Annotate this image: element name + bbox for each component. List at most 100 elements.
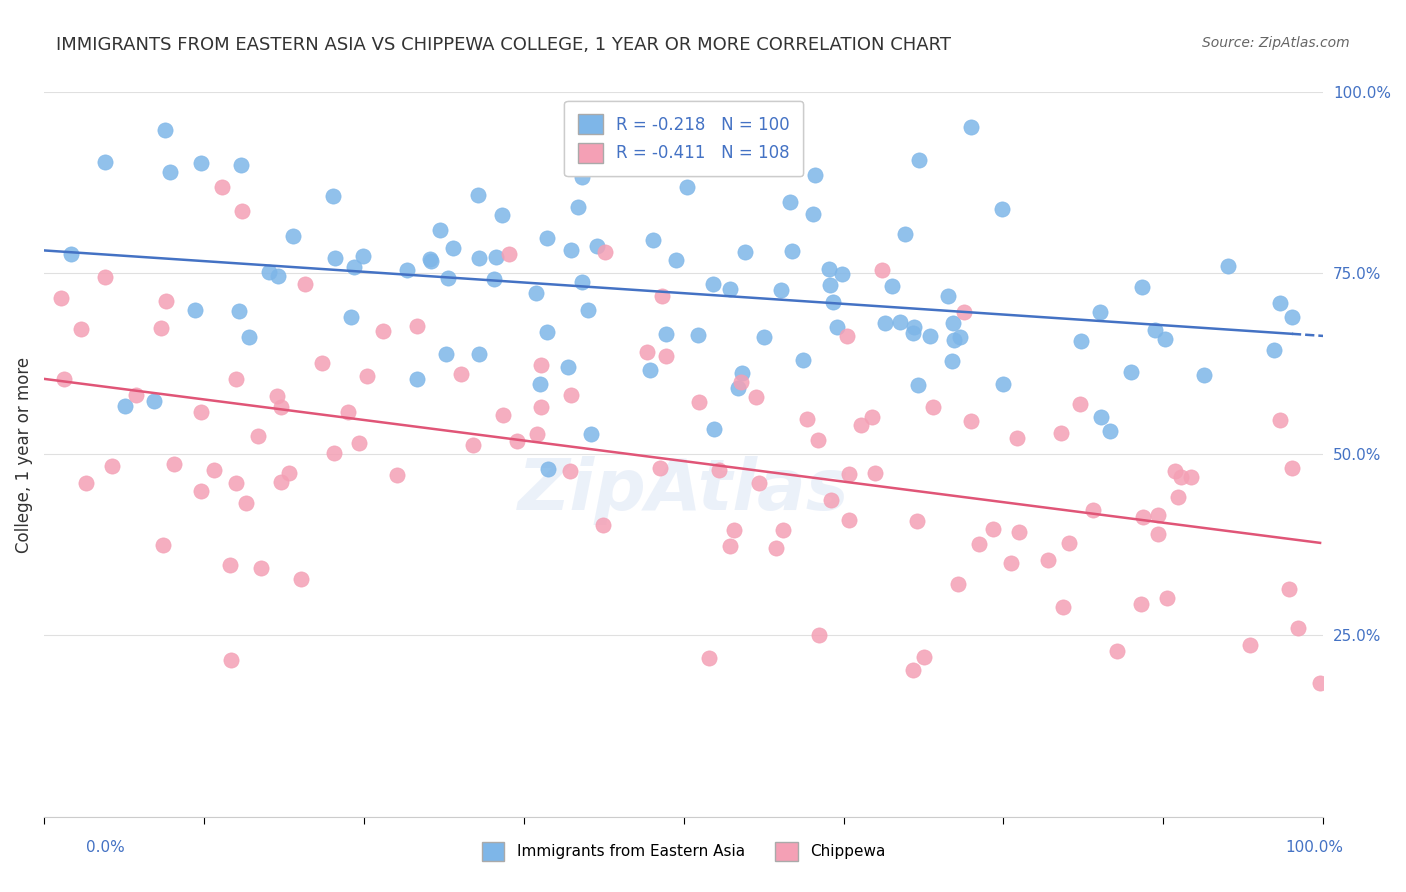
Point (818, 278, 841, 293)
Point (225, 372, 247, 386)
Point (526, 427, 548, 442)
Point (290, 572, 312, 586)
Point (1268, 296, 1291, 310)
Text: IMMIGRANTS FROM EASTERN ASIA VS CHIPPEWA COLLEGE, 1 YEAR OR MORE CORRELATION CHA: IMMIGRANTS FROM EASTERN ASIA VS CHIPPEWA… (56, 36, 952, 54)
Point (294, 277, 316, 292)
Point (901, 326, 924, 340)
Y-axis label: College, 1 year or more: College, 1 year or more (15, 357, 32, 552)
Point (1281, 461, 1303, 475)
Point (821, 294, 844, 309)
Point (1070, 334, 1092, 348)
Point (125, 388, 148, 402)
Text: Source: ZipAtlas.com: Source: ZipAtlas.com (1202, 36, 1350, 50)
Point (53, 372, 76, 386)
Point (1036, 553, 1059, 567)
Point (1105, 644, 1128, 658)
Point (1008, 524, 1031, 539)
Point (718, 282, 741, 296)
Point (537, 462, 560, 476)
Point (870, 263, 893, 277)
Point (530, 401, 553, 415)
Point (707, 463, 730, 477)
Point (1153, 333, 1175, 347)
Point (491, 208, 513, 222)
Point (941, 354, 963, 368)
Point (718, 539, 741, 553)
Point (238, 329, 260, 343)
Point (343, 260, 366, 274)
Point (991, 377, 1014, 392)
Point (524, 286, 547, 301)
Point (1156, 591, 1178, 605)
Point (1286, 621, 1309, 635)
Point (211, 180, 233, 194)
Point (70, 322, 93, 336)
Point (903, 663, 925, 677)
Point (311, 356, 333, 370)
Point (835, 328, 858, 343)
Point (723, 523, 745, 537)
Point (640, 363, 662, 377)
Point (744, 390, 766, 404)
Point (838, 513, 860, 527)
Point (1143, 323, 1166, 337)
Point (1119, 365, 1142, 379)
Point (907, 378, 929, 392)
Point (225, 475, 247, 490)
Point (1052, 600, 1074, 615)
Point (576, 303, 599, 318)
Point (434, 347, 457, 361)
Point (960, 414, 983, 428)
Point (468, 347, 491, 361)
Point (492, 408, 515, 422)
Point (1130, 597, 1153, 611)
Point (1194, 368, 1216, 382)
Point (1167, 490, 1189, 504)
Point (779, 195, 801, 210)
Point (592, 517, 614, 532)
Point (150, 321, 173, 335)
Point (557, 360, 579, 375)
Point (467, 188, 489, 202)
Point (337, 405, 360, 419)
Point (808, 627, 831, 641)
Point (893, 227, 915, 241)
Text: 0.0%: 0.0% (86, 840, 125, 855)
Point (529, 377, 551, 392)
Point (730, 375, 752, 389)
Point (1278, 582, 1301, 596)
Point (143, 393, 166, 408)
Point (912, 649, 935, 664)
Point (571, 169, 593, 184)
Point (1057, 536, 1080, 550)
Point (571, 275, 593, 289)
Point (860, 409, 883, 424)
Point (356, 368, 378, 383)
Point (688, 395, 710, 409)
Point (949, 329, 972, 343)
Point (405, 372, 427, 386)
Point (406, 318, 429, 333)
Point (1216, 259, 1239, 273)
Point (190, 483, 212, 498)
Text: ZipAtlas: ZipAtlas (517, 456, 849, 525)
Point (94, 154, 117, 169)
Point (765, 541, 787, 555)
Point (905, 514, 928, 528)
Point (648, 460, 671, 475)
Point (506, 434, 529, 448)
Point (219, 558, 242, 572)
Point (981, 522, 1004, 536)
Point (772, 524, 794, 538)
Legend: R = -0.218   N = 100, R = -0.411   N = 108: R = -0.218 N = 100, R = -0.411 N = 108 (564, 101, 803, 177)
Point (1098, 424, 1121, 438)
Point (1309, 675, 1331, 690)
Point (1164, 464, 1187, 478)
Point (75, 475, 97, 490)
Point (202, 462, 225, 476)
Point (676, 179, 699, 194)
Point (655, 326, 678, 341)
Point (770, 284, 793, 298)
Point (270, 475, 292, 489)
Point (155, 294, 177, 309)
